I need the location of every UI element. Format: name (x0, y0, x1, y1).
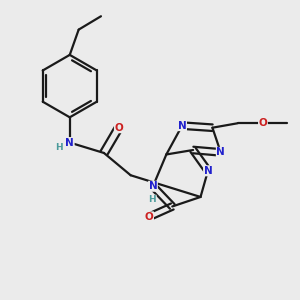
Text: O: O (114, 123, 123, 133)
Text: N: N (178, 121, 187, 130)
Text: N: N (65, 138, 74, 148)
Text: O: O (259, 118, 267, 128)
Text: N: N (148, 181, 157, 191)
Text: N: N (216, 147, 225, 158)
Text: N: N (204, 166, 212, 176)
Text: H: H (148, 195, 156, 204)
Text: O: O (145, 212, 154, 222)
Text: H: H (55, 142, 62, 152)
